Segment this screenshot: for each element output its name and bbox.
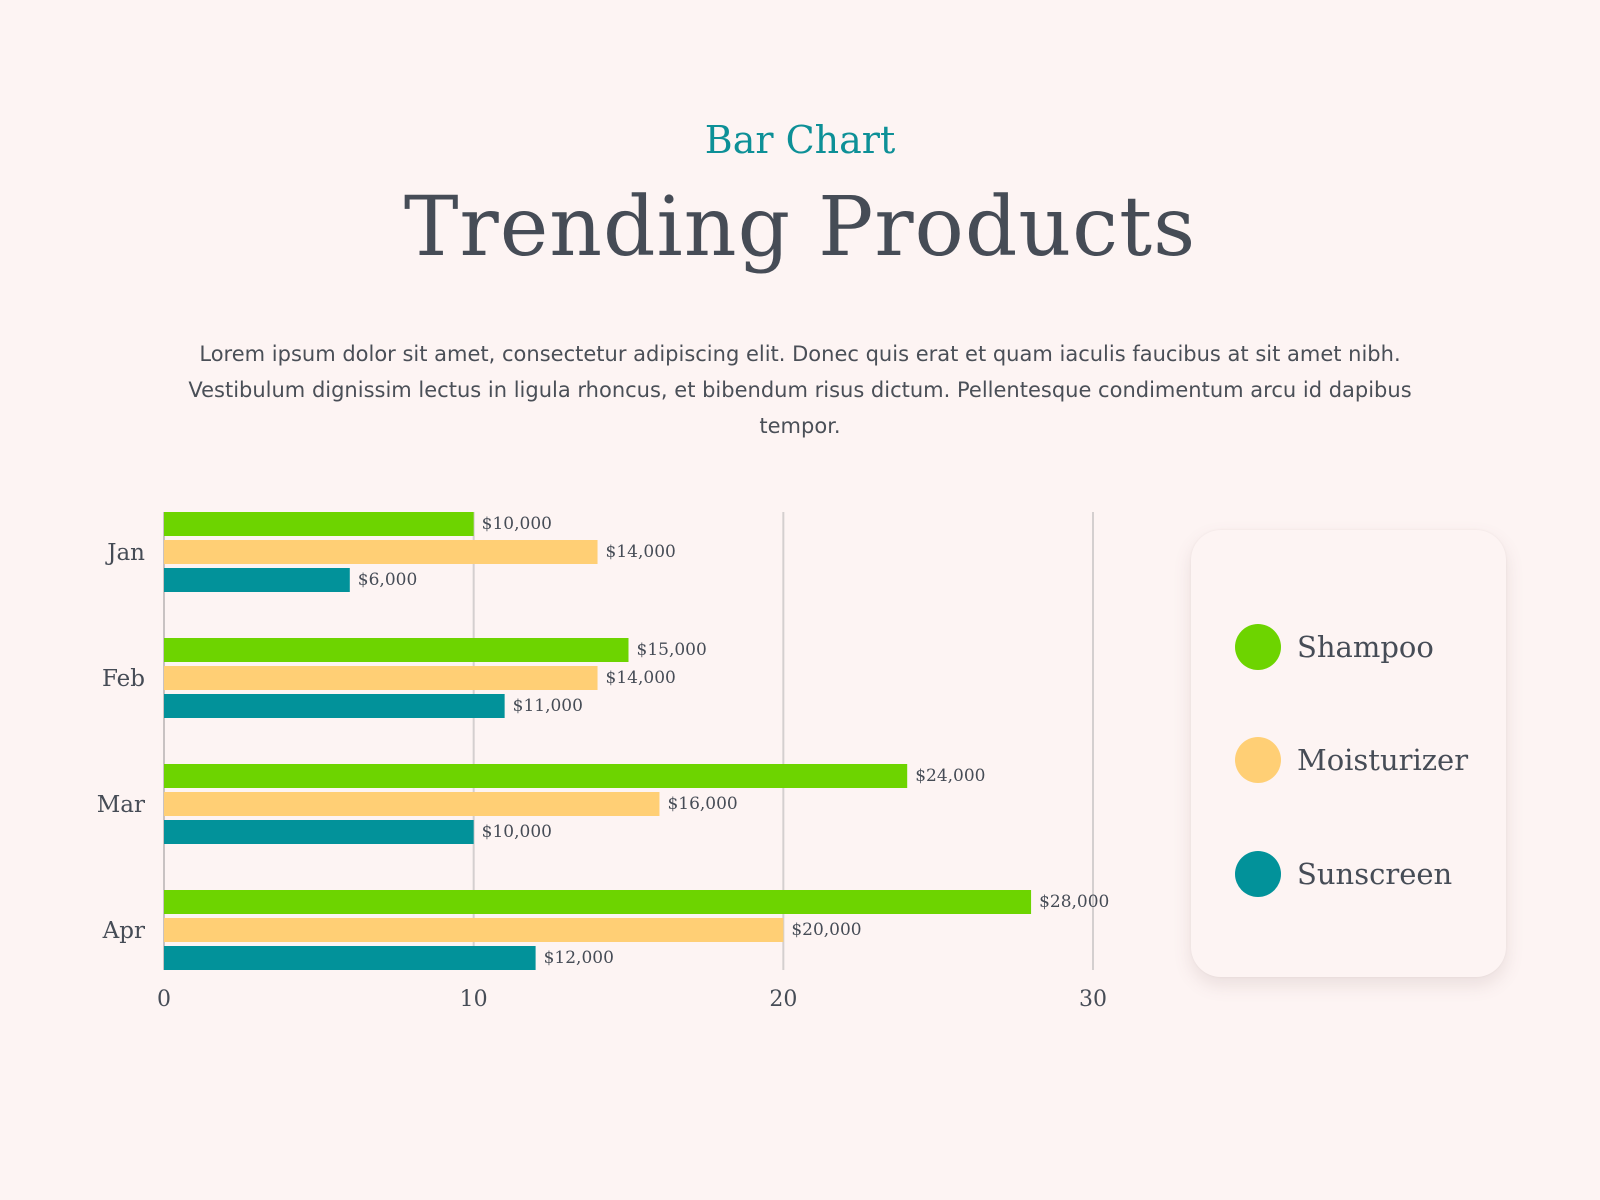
- data-label: $10,000: [482, 822, 552, 842]
- data-label: $14,000: [606, 668, 676, 688]
- data-label: $28,000: [1039, 892, 1109, 912]
- bar-sunscreen: [164, 568, 350, 592]
- data-label: $10,000: [482, 514, 552, 534]
- legend-item-moisturizer: Moisturizer: [1235, 737, 1468, 783]
- data-label: $15,000: [637, 640, 707, 660]
- legend-swatch-moisturizer: [1235, 737, 1281, 783]
- bar-shampoo: [164, 890, 1032, 914]
- data-label: $6,000: [358, 570, 417, 590]
- chart-eyebrow: Bar Chart: [704, 118, 896, 162]
- bar-sunscreen: [164, 694, 505, 718]
- legend-item-sunscreen: Sunscreen: [1235, 851, 1452, 897]
- data-label: $11,000: [513, 696, 583, 716]
- legend-swatch-shampoo: [1235, 624, 1281, 670]
- legend-swatch-sunscreen: [1235, 851, 1281, 897]
- bar-moisturizer: [164, 666, 598, 690]
- data-label: $12,000: [544, 948, 614, 968]
- bar-shampoo: [164, 512, 474, 536]
- legend-label-sunscreen: Sunscreen: [1297, 857, 1453, 891]
- bar-shampoo: [164, 638, 629, 662]
- bar-moisturizer: [164, 918, 784, 942]
- legend-label-shampoo: Shampoo: [1297, 630, 1434, 664]
- bar-moisturizer: [164, 540, 598, 564]
- bar-moisturizer: [164, 792, 660, 816]
- x-tick-label: 10: [460, 987, 488, 1012]
- category-label: Mar: [97, 792, 145, 818]
- data-label: $20,000: [791, 920, 861, 940]
- x-tick-label: 30: [1079, 987, 1107, 1012]
- data-label: $24,000: [915, 766, 985, 786]
- x-tick-label: 20: [769, 987, 797, 1012]
- category-label: Apr: [102, 918, 145, 944]
- legend-label-moisturizer: Moisturizer: [1297, 743, 1469, 777]
- data-label: $14,000: [606, 542, 676, 562]
- data-label: $16,000: [667, 794, 737, 814]
- legend-item-shampoo: Shampoo: [1235, 624, 1434, 670]
- category-label: Feb: [102, 666, 145, 692]
- bar-sunscreen: [164, 946, 536, 970]
- page-title: Trending Products: [403, 180, 1197, 275]
- legend-card: Shampoo Moisturizer Sunscreen: [1191, 530, 1506, 977]
- description-text: Lorem ipsum dolor sit amet, consectetur …: [188, 342, 1412, 438]
- category-label: Jan: [105, 540, 145, 566]
- bar-sunscreen: [164, 820, 474, 844]
- x-tick-label: 0: [157, 987, 171, 1012]
- bar-shampoo: [164, 764, 908, 788]
